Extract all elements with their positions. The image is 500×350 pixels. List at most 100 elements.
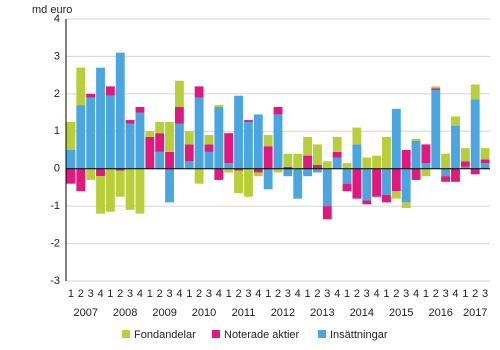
bar-segment xyxy=(441,168,451,177)
x-tick-label: 4 xyxy=(452,288,458,300)
bar-segment xyxy=(303,168,313,177)
x-tick-label: 4 xyxy=(255,288,261,300)
bar-segment xyxy=(135,106,145,113)
year-label: 2008 xyxy=(113,307,137,319)
bar-segment xyxy=(322,206,332,220)
x-tick-label: 3 xyxy=(482,288,488,300)
bar-segment xyxy=(382,168,391,195)
bar-segment xyxy=(470,168,480,175)
bar-segment xyxy=(76,168,86,192)
bar-segment xyxy=(470,99,480,169)
year-label: 2013 xyxy=(310,307,334,319)
bar-segment xyxy=(382,194,391,203)
bar-segment xyxy=(451,116,460,126)
bar-segment xyxy=(234,168,243,171)
x-tick-label: 3 xyxy=(127,288,133,300)
bar-segment xyxy=(165,121,174,152)
bar-segment xyxy=(174,80,184,107)
bar-segment xyxy=(174,106,184,124)
bar-segment xyxy=(86,97,96,169)
year-label: 2015 xyxy=(389,307,413,319)
x-tick-label: 1 xyxy=(226,288,232,300)
bar-segment xyxy=(401,150,411,169)
bar-segment xyxy=(96,67,105,169)
bar-segment xyxy=(224,163,234,169)
legend-label: Noterade aktier xyxy=(224,329,300,341)
x-tick-label: 2 xyxy=(275,288,281,300)
bar-segment xyxy=(204,151,214,169)
year-label: 2016 xyxy=(428,307,452,319)
bar-segment xyxy=(125,168,135,210)
y-tick-label: -2 xyxy=(50,237,60,249)
bar-segment xyxy=(174,123,184,169)
bar-segment xyxy=(431,90,441,169)
y-tick-label: 3 xyxy=(54,50,60,62)
bar-segment xyxy=(253,172,263,177)
x-tick-label: 1 xyxy=(265,288,271,300)
year-label: 2007 xyxy=(73,307,97,319)
x-tick-label: 1 xyxy=(147,288,153,300)
bar-segment xyxy=(411,140,421,169)
bar-segment xyxy=(105,168,115,212)
bar-segment xyxy=(145,136,155,169)
x-tick-label: 2 xyxy=(117,288,123,300)
x-tick-label: 1 xyxy=(462,288,468,300)
bar-segment xyxy=(332,151,342,158)
bar-segment xyxy=(352,127,362,145)
x-tick-label: 1 xyxy=(423,288,429,300)
bar-segment xyxy=(431,86,441,89)
bar-segment xyxy=(303,155,313,169)
x-tick-label: 4 xyxy=(97,288,103,300)
bar-segment xyxy=(313,144,322,165)
x-tick-label: 4 xyxy=(334,288,340,300)
y-axis-label: md euro xyxy=(32,4,72,16)
x-tick-label: 3 xyxy=(443,288,449,300)
bar-segment xyxy=(253,114,263,169)
bar-segment xyxy=(253,168,263,173)
legend-swatch xyxy=(122,330,130,338)
bar-segment xyxy=(460,148,470,162)
bar-segment xyxy=(480,163,490,169)
bar-segment xyxy=(184,144,194,162)
bar-segment xyxy=(283,153,293,167)
bar-segment xyxy=(86,168,96,180)
x-tick-label: 1 xyxy=(305,288,311,300)
bar-segment xyxy=(115,52,125,169)
bar-segment xyxy=(313,168,322,173)
bar-segment xyxy=(165,168,174,203)
bar-segment xyxy=(401,168,411,203)
bar-segment xyxy=(431,88,441,91)
bar-segment xyxy=(391,108,401,169)
bar-segment xyxy=(204,144,214,152)
y-tick-label: -1 xyxy=(50,200,60,212)
bar-segment xyxy=(480,148,490,160)
x-tick-label: 4 xyxy=(413,288,419,300)
bar-segment xyxy=(96,176,105,214)
year-label: 2017 xyxy=(463,307,487,319)
x-tick-label: 1 xyxy=(107,288,113,300)
bar-segment xyxy=(441,153,451,169)
x-tick-label: 3 xyxy=(364,288,370,300)
bar-segment xyxy=(194,97,204,169)
bar-segment xyxy=(480,159,490,164)
x-tick-label: 3 xyxy=(324,288,330,300)
bar-segment xyxy=(204,135,214,145)
bar-segment xyxy=(372,155,382,169)
bar-segment xyxy=(391,191,401,199)
y-tick-label: 4 xyxy=(54,13,60,25)
x-tick-label: 2 xyxy=(235,288,241,300)
year-label: 2009 xyxy=(152,307,176,319)
bar-segment xyxy=(451,168,460,182)
x-tick-label: 1 xyxy=(344,288,350,300)
bar-segment xyxy=(273,106,283,115)
x-tick-label: 1 xyxy=(186,288,192,300)
bar-segment xyxy=(470,84,480,100)
x-tick-label: 2 xyxy=(78,288,84,300)
bar-segment xyxy=(401,202,411,209)
year-label: 2011 xyxy=(232,307,256,319)
bar-segment xyxy=(352,144,362,169)
bar-segment xyxy=(155,151,165,169)
bar-segment xyxy=(273,168,283,173)
bar-segment xyxy=(76,67,86,106)
